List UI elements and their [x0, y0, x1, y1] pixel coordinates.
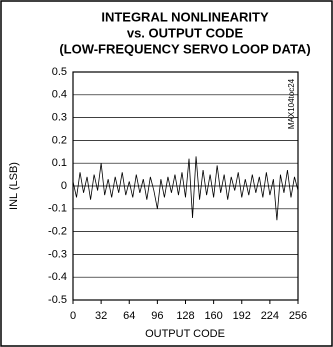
x-tick-label: 0 — [70, 310, 76, 322]
x-axis-label: OUTPUT CODE — [145, 328, 225, 340]
y-tick-label: -0.2 — [48, 226, 67, 238]
x-tick-label: 96 — [151, 310, 163, 322]
y-tick-label: 0.4 — [52, 89, 67, 101]
y-tick-label: 0.1 — [52, 157, 67, 169]
y-tick-label: 0.5 — [52, 66, 67, 78]
x-tick-label: 64 — [123, 310, 135, 322]
y-tick-label: -0.4 — [48, 271, 67, 283]
x-tick-label: 32 — [95, 310, 107, 322]
chart-title: INTEGRAL NONLINEARITY — [101, 9, 269, 24]
y-tick-label: -0.1 — [48, 203, 67, 215]
chart-title: vs. OUTPUT CODE — [127, 25, 244, 40]
y-tick-label: 0.3 — [52, 112, 67, 124]
x-tick-label: 192 — [233, 310, 251, 322]
y-tick-label: -0.5 — [48, 294, 67, 306]
y-tick-label: 0.2 — [52, 134, 67, 146]
x-tick-label: 256 — [289, 310, 307, 322]
data-line — [72, 156, 299, 221]
chart-title: (LOW-FREQUENCY SERVO LOOP DATA) — [59, 41, 310, 56]
y-tick-label: 0 — [61, 180, 67, 192]
x-tick-label: 224 — [261, 310, 279, 322]
x-tick-label: 128 — [176, 310, 194, 322]
y-axis-label: INL (LSB) — [8, 162, 20, 210]
x-tick-label: 160 — [204, 310, 222, 322]
plot-frame — [72, 71, 299, 301]
annotation: MAX104toc24 — [287, 78, 296, 129]
y-tick-label: -0.3 — [48, 248, 67, 260]
